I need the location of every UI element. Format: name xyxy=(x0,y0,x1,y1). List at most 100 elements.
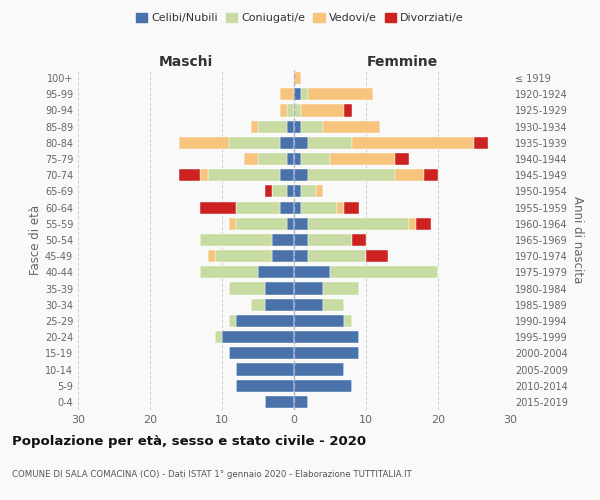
Bar xyxy=(301,202,337,213)
Bar xyxy=(330,266,438,278)
Bar xyxy=(294,396,308,408)
Bar xyxy=(251,298,265,311)
Bar xyxy=(287,153,294,165)
Bar xyxy=(215,250,272,262)
Bar xyxy=(323,282,359,294)
Bar xyxy=(337,202,344,213)
Text: Popolazione per età, sesso e stato civile - 2020: Popolazione per età, sesso e stato civil… xyxy=(12,435,366,448)
Bar xyxy=(200,234,272,246)
Bar xyxy=(301,88,308,101)
Bar xyxy=(280,88,294,101)
Text: Femmine: Femmine xyxy=(367,55,437,69)
Bar xyxy=(308,137,352,149)
Bar xyxy=(294,153,301,165)
Bar xyxy=(229,137,280,149)
Bar xyxy=(294,348,359,360)
Bar xyxy=(272,186,287,198)
Bar xyxy=(316,186,323,198)
Bar xyxy=(294,282,323,294)
Bar xyxy=(236,380,294,392)
Bar xyxy=(366,250,388,262)
Bar xyxy=(236,202,280,213)
Bar xyxy=(308,218,409,230)
Bar xyxy=(272,250,294,262)
Bar xyxy=(287,120,294,132)
Y-axis label: Fasce di età: Fasce di età xyxy=(29,205,42,275)
Bar xyxy=(258,153,287,165)
Bar xyxy=(294,380,352,392)
Bar xyxy=(323,120,380,132)
Bar xyxy=(236,315,294,327)
Bar xyxy=(200,266,258,278)
Bar xyxy=(200,202,236,213)
Bar xyxy=(344,315,352,327)
Bar xyxy=(294,202,301,213)
Bar xyxy=(416,218,431,230)
Bar xyxy=(179,137,229,149)
Bar xyxy=(236,218,287,230)
Bar xyxy=(308,169,395,181)
Bar xyxy=(265,298,294,311)
Bar xyxy=(294,104,301,117)
Bar xyxy=(474,137,488,149)
Bar xyxy=(265,282,294,294)
Bar xyxy=(294,218,308,230)
Bar xyxy=(215,331,222,343)
Bar xyxy=(294,137,308,149)
Bar xyxy=(280,137,294,149)
Y-axis label: Anni di nascita: Anni di nascita xyxy=(571,196,584,284)
Bar xyxy=(294,364,344,376)
Bar xyxy=(294,234,308,246)
Bar xyxy=(409,218,416,230)
Bar xyxy=(301,120,323,132)
Bar xyxy=(294,331,359,343)
Bar xyxy=(179,169,200,181)
Bar xyxy=(294,315,344,327)
Bar xyxy=(229,282,265,294)
Bar xyxy=(287,186,294,198)
Bar xyxy=(294,169,308,181)
Bar xyxy=(222,331,294,343)
Bar xyxy=(301,104,344,117)
Bar xyxy=(265,396,294,408)
Bar xyxy=(395,153,409,165)
Text: COMUNE DI SALA COMACINA (CO) - Dati ISTAT 1° gennaio 2020 - Elaborazione TUTTITA: COMUNE DI SALA COMACINA (CO) - Dati ISTA… xyxy=(12,470,412,479)
Bar xyxy=(280,169,294,181)
Bar xyxy=(308,234,352,246)
Bar xyxy=(330,153,395,165)
Bar xyxy=(258,120,287,132)
Bar xyxy=(344,202,359,213)
Bar xyxy=(308,88,373,101)
Bar xyxy=(294,298,323,311)
Bar xyxy=(280,202,294,213)
Bar xyxy=(265,186,272,198)
Bar xyxy=(294,72,301,84)
Bar xyxy=(258,266,294,278)
Bar xyxy=(301,186,316,198)
Bar xyxy=(236,364,294,376)
Bar xyxy=(301,153,330,165)
Bar xyxy=(287,218,294,230)
Bar xyxy=(294,266,330,278)
Bar xyxy=(424,169,438,181)
Bar xyxy=(208,169,280,181)
Bar xyxy=(308,250,366,262)
Bar xyxy=(294,186,301,198)
Legend: Celibi/Nubili, Coniugati/e, Vedovi/e, Divorziati/e: Celibi/Nubili, Coniugati/e, Vedovi/e, Di… xyxy=(134,10,466,26)
Bar xyxy=(352,234,366,246)
Bar xyxy=(208,250,215,262)
Bar xyxy=(280,104,287,117)
Bar xyxy=(229,218,236,230)
Bar xyxy=(344,104,352,117)
Bar xyxy=(294,88,301,101)
Text: Maschi: Maschi xyxy=(159,55,213,69)
Bar xyxy=(244,153,258,165)
Bar xyxy=(229,348,294,360)
Bar xyxy=(272,234,294,246)
Bar xyxy=(323,298,344,311)
Bar xyxy=(251,120,258,132)
Bar xyxy=(294,120,301,132)
Bar xyxy=(395,169,424,181)
Bar xyxy=(287,104,294,117)
Bar xyxy=(294,250,308,262)
